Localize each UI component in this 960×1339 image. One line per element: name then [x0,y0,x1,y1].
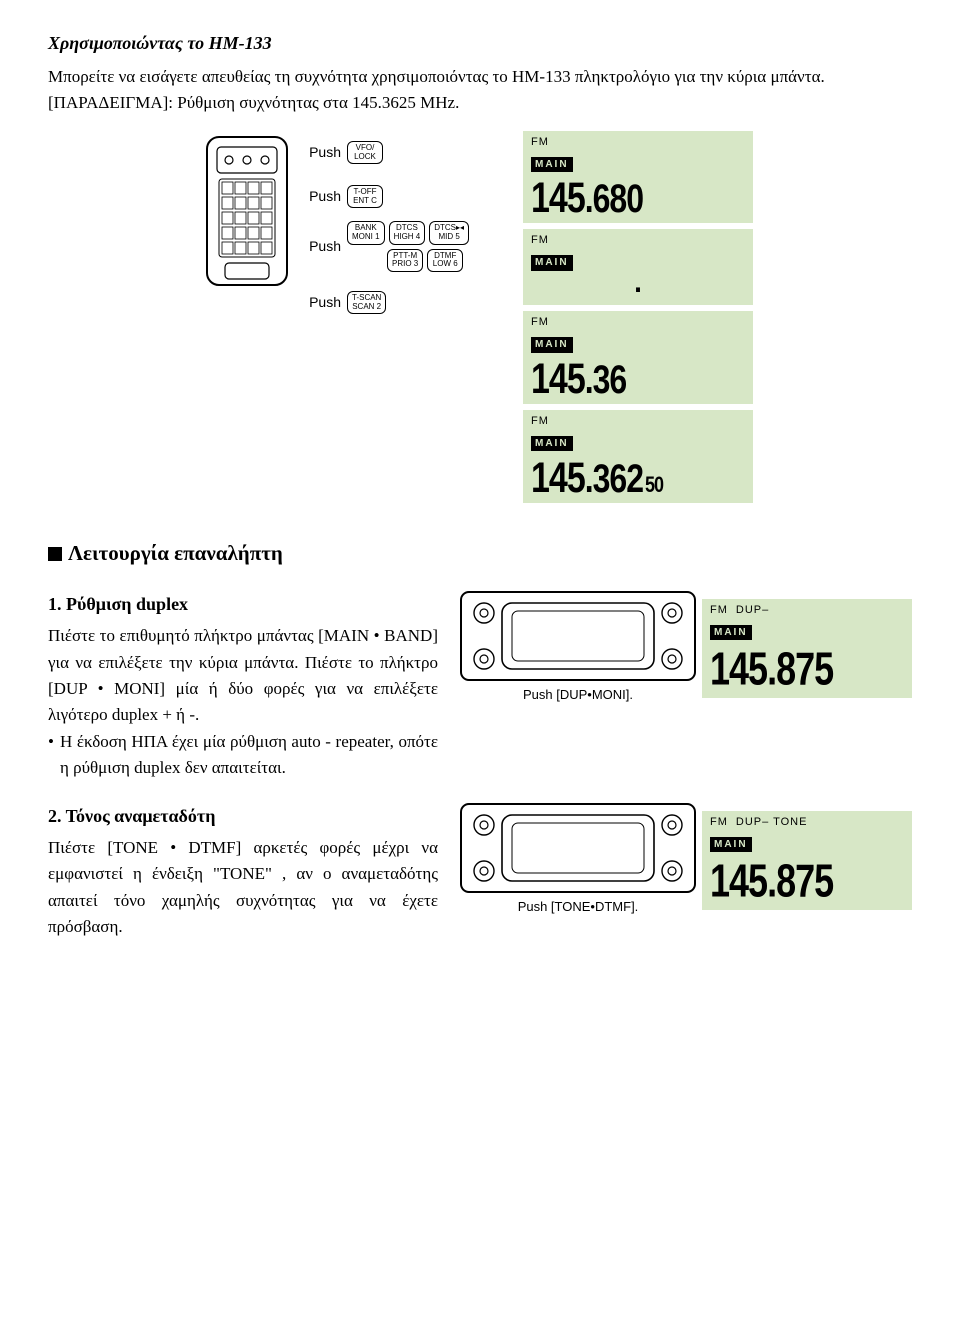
key-tscan: T-SCANSCAN 2 [347,291,386,315]
tone-title: 2. Τόνος αναμεταδότη [48,803,438,831]
push-row: Push T-OFFENT C [303,175,517,219]
duplex-paragraph: Πιέστε το επιθυμητό πλήκτρο μπάντας [MAI… [48,623,438,728]
radio-figure: Push [DUP•MONI]. FMDUP– MAIN 145.875 [460,591,912,705]
lcd-screen: FM MAIN 145.36250 [523,410,753,503]
key-bank: BANKMONI 1 [347,221,385,245]
key-pttm: PTT-MPRIO 3 [387,249,423,273]
tone-block: 2. Τόνος αναμεταδότη Πιέστε [TONE • DTMF… [48,803,912,940]
key-toff: T-OFFENT C [347,185,383,209]
lcd-screen: FM MAIN 145.36 [523,311,753,404]
section-title: Χρησιμοποιώντας το HM-133 [48,30,912,58]
radio-lcd: FMDUP– MAIN 145.875 [702,599,912,698]
figure-keypad: Push VFO/LOCK Push T-OFFENT C Push BANKM… [48,131,912,509]
section-repeater-title: Λειτουργία επαναλήπτη [48,537,912,570]
section-paragraph: Μπορείτε να εισάγετε απευθείας τη συχνότ… [48,64,912,90]
tone-caption: Push [TONE•DTMF]. [460,897,696,917]
radio-lcd: FMDUP– TONE MAIN 145.875 [702,811,912,910]
key-dtmf: DTMFLOW 6 [427,249,463,273]
key-dtcs4: DTCSHIGH 4 [389,221,426,245]
key-vfo: VFO/LOCK [347,141,383,165]
push-label: Push [303,142,347,164]
lcd-screen: FM MAIN . [523,229,753,305]
push-row: Push T-SCANSCAN 2 [303,281,517,325]
square-bullet-icon [48,547,62,561]
radio-figure: Push [TONE•DTMF]. FMDUP– TONE MAIN 145.8… [460,803,912,917]
tone-paragraph: Πιέστε [TONE • DTMF] αρκετές φορές μέχρι… [48,835,438,940]
key-dtcs5: DTCS▸◂MID 5 [429,221,469,245]
push-row: Push VFO/LOCK [303,131,517,175]
duplex-bullet: • Η έκδοση ΗΠΑ έχει μία ρύθμιση auto - r… [48,729,438,782]
push-label: Push [303,292,347,314]
duplex-caption: Push [DUP•MONI]. [460,685,696,705]
push-row: Push BANKMONI 1 DTCSHIGH 4 DTCS▸◂MID 5 P… [303,219,517,275]
example-line: [ΠΑΡΑΔΕΙΓΜΑ]: Ρύθμιση συχνότητας στα 145… [48,90,912,116]
duplex-title: 1. Ρύθμιση duplex [48,591,438,619]
lcd-dot: . [531,273,745,291]
lcd-screen: FM MAIN 145.680 [523,131,753,224]
push-label: Push [303,236,347,258]
mic-icon [197,131,297,291]
push-label: Push [303,186,347,208]
section-hm133: Χρησιμοποιώντας το HM-133 Μπορείτε να ει… [48,30,912,117]
duplex-block: 1. Ρύθμιση duplex Πιέστε το επιθυμητό πλ… [48,591,912,781]
